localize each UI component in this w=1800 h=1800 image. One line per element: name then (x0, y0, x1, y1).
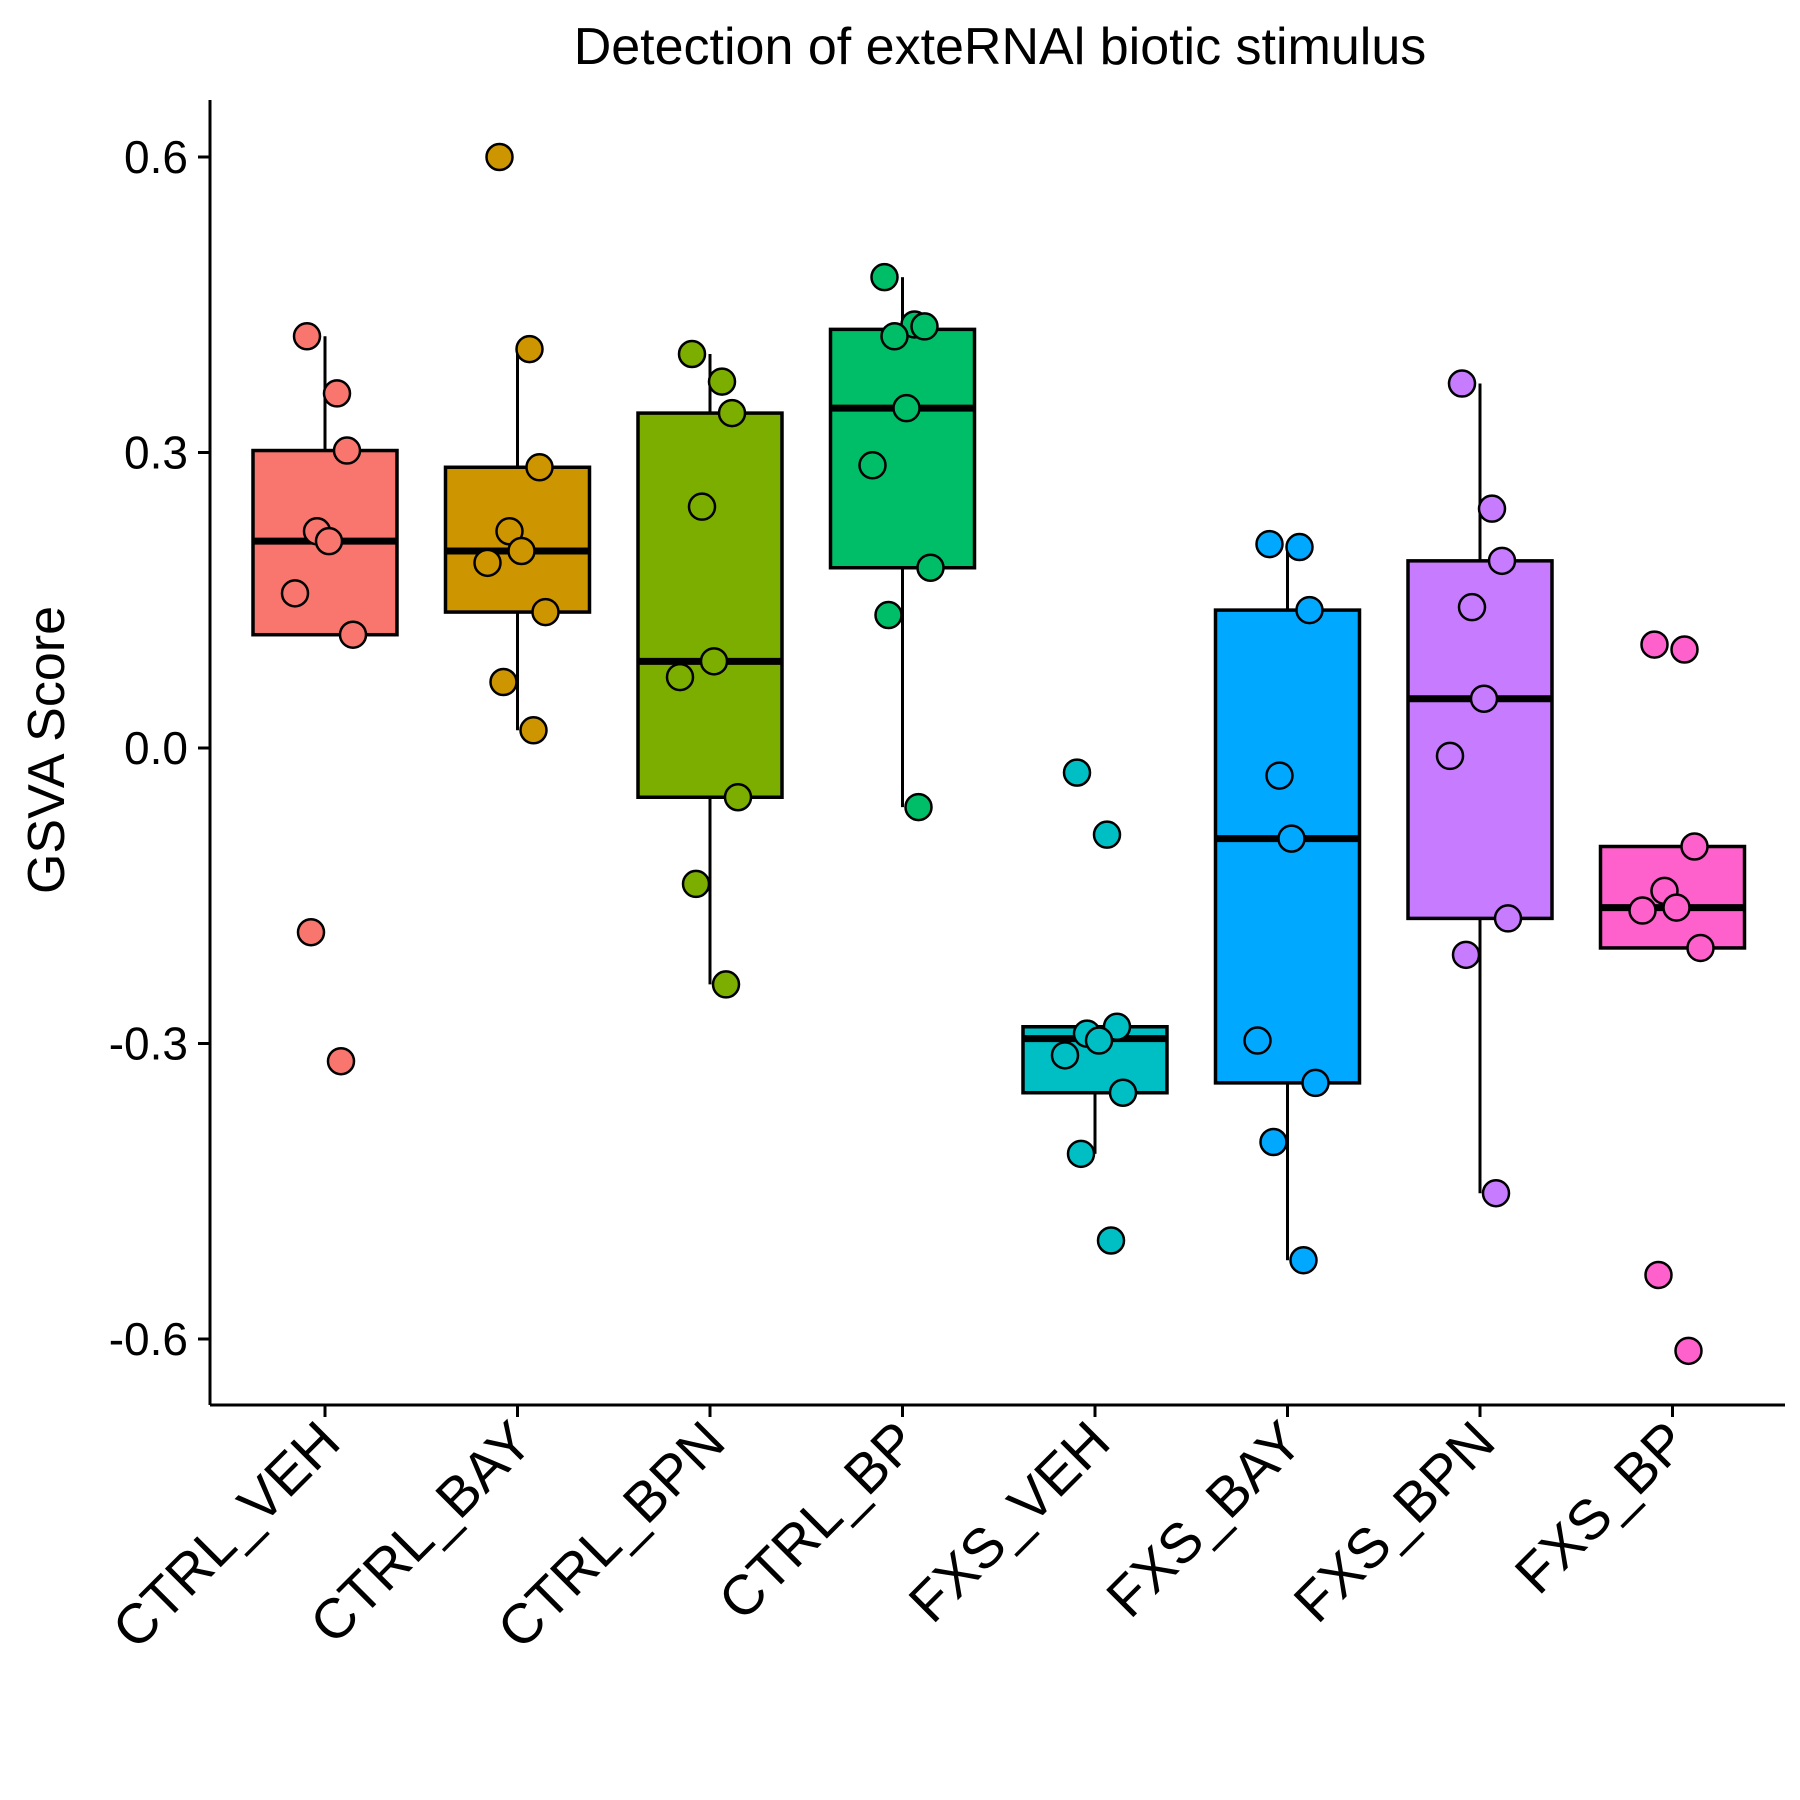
data-point (1265, 761, 1294, 790)
data-point (1289, 1245, 1318, 1275)
data-point (858, 451, 887, 480)
data-point (1640, 630, 1669, 659)
data-point (717, 398, 747, 428)
data-point (1686, 933, 1715, 963)
data-point (531, 597, 560, 627)
data-point (1628, 896, 1657, 925)
data-point (677, 339, 707, 369)
data-point (723, 783, 753, 812)
x-tick-label: FXS_BP (1503, 1409, 1699, 1605)
data-point (1092, 820, 1122, 849)
data-point (296, 917, 326, 947)
data-point (687, 492, 717, 521)
data-point (1301, 1068, 1330, 1098)
data-point (910, 312, 939, 341)
y-axis-label: GSVA Score (18, 606, 76, 894)
data-point (1674, 1336, 1703, 1366)
data-point (1477, 494, 1507, 523)
data-point (870, 262, 899, 292)
y-tick-label: 0.3 (124, 427, 188, 479)
data-point (699, 647, 729, 676)
data-point (1285, 532, 1314, 562)
data-point (665, 662, 695, 692)
data-point (1435, 741, 1465, 771)
data-point (525, 453, 554, 482)
chart-title: Detection of exteRNAl biotic stimulus (574, 18, 1427, 76)
data-point (332, 436, 362, 465)
data-point (314, 526, 344, 556)
y-tick-label: 0.0 (124, 722, 188, 774)
data-point (1255, 529, 1284, 559)
x-tick-label: CTRL_BP (706, 1409, 929, 1632)
data-point (1481, 1178, 1511, 1208)
data-point (1108, 1078, 1138, 1107)
data-point (1487, 546, 1517, 576)
data-point (1457, 592, 1487, 622)
data-point (707, 367, 737, 396)
y-tick-label: -0.6 (109, 1313, 188, 1365)
data-point (681, 869, 711, 899)
box-ctrl-bp (828, 327, 977, 570)
data-point (280, 579, 310, 608)
data-point (507, 536, 536, 566)
data-point (1066, 1139, 1096, 1169)
data-point (1447, 369, 1477, 398)
data-point (1062, 758, 1092, 787)
data-point (874, 600, 903, 630)
data-point (1662, 893, 1691, 922)
data-point (880, 322, 909, 351)
plot-area: -0.6-0.30.00.30.6CTRL_VEHCTRL_BAYCTRL_BP… (100, 100, 1785, 1660)
data-point (1084, 1026, 1114, 1055)
data-point (1259, 1127, 1288, 1157)
y-tick-label: -0.3 (109, 1018, 188, 1070)
data-point (1670, 635, 1699, 664)
data-point (519, 716, 548, 745)
x-tick-label: FXS_BPN (1281, 1409, 1506, 1634)
y-tick-label: 0.6 (124, 131, 188, 183)
data-point (326, 1046, 356, 1076)
data-point (489, 667, 518, 697)
data-point (338, 620, 368, 649)
data-point (1451, 940, 1481, 970)
data-point (485, 142, 514, 172)
data-point (1680, 832, 1709, 861)
box-ctrl-bpn (636, 411, 784, 799)
data-point (1050, 1041, 1080, 1070)
box-fxs-bpn (1406, 559, 1554, 921)
data-point (892, 393, 921, 423)
data-point (473, 548, 502, 578)
x-tick-label: FXS_VEH (896, 1409, 1121, 1634)
data-point (1469, 684, 1499, 713)
data-point (916, 553, 945, 582)
data-point (1493, 904, 1523, 933)
data-point (1096, 1226, 1126, 1255)
data-point (292, 322, 322, 351)
data-point (904, 792, 933, 822)
data-point (711, 970, 741, 999)
data-point (1243, 1026, 1272, 1055)
data-point (322, 379, 352, 408)
x-tick-label: FXS_BAY (1094, 1409, 1314, 1629)
data-point (1644, 1260, 1673, 1290)
data-point (515, 334, 544, 364)
data-point (1295, 595, 1324, 625)
data-point (1277, 824, 1306, 853)
